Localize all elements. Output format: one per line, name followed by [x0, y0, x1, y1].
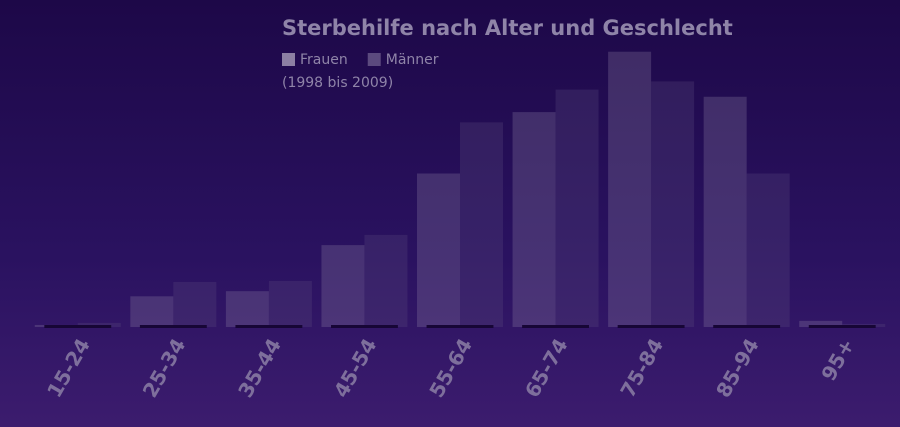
legend-swatch	[282, 53, 295, 66]
baseline-dash	[522, 325, 589, 328]
bar	[651, 81, 695, 328]
baseline-dash	[235, 325, 303, 328]
bar	[703, 96, 747, 327]
baseline-dash	[331, 325, 398, 328]
bar	[512, 112, 556, 327]
baseline-dash	[808, 325, 876, 328]
bar	[608, 51, 652, 328]
bar	[364, 234, 408, 327]
bar	[321, 245, 365, 327]
legend-label: Frauen	[300, 52, 348, 68]
baseline-dash	[139, 325, 207, 328]
bar	[417, 173, 460, 327]
bars	[34, 51, 886, 328]
baseline-dash	[713, 325, 781, 328]
legend-label: Männer	[386, 52, 439, 68]
baseline-dash	[617, 325, 685, 328]
legend: Frauen Männer	[282, 52, 439, 68]
baseline-dash	[426, 325, 494, 328]
bar	[555, 89, 599, 327]
bar	[799, 320, 843, 327]
bar	[268, 280, 312, 327]
bar	[746, 173, 790, 327]
bar	[173, 281, 217, 327]
bar	[130, 296, 174, 327]
baseline-dash	[44, 325, 112, 328]
chart-subtitle: (1998 bis 2009)	[282, 75, 393, 91]
legend-swatch	[367, 53, 381, 66]
bar	[77, 322, 121, 327]
bar	[225, 291, 269, 327]
bar	[460, 122, 503, 327]
chart-title: Sterbehilfe nach Alter und Geschlecht	[282, 16, 733, 40]
